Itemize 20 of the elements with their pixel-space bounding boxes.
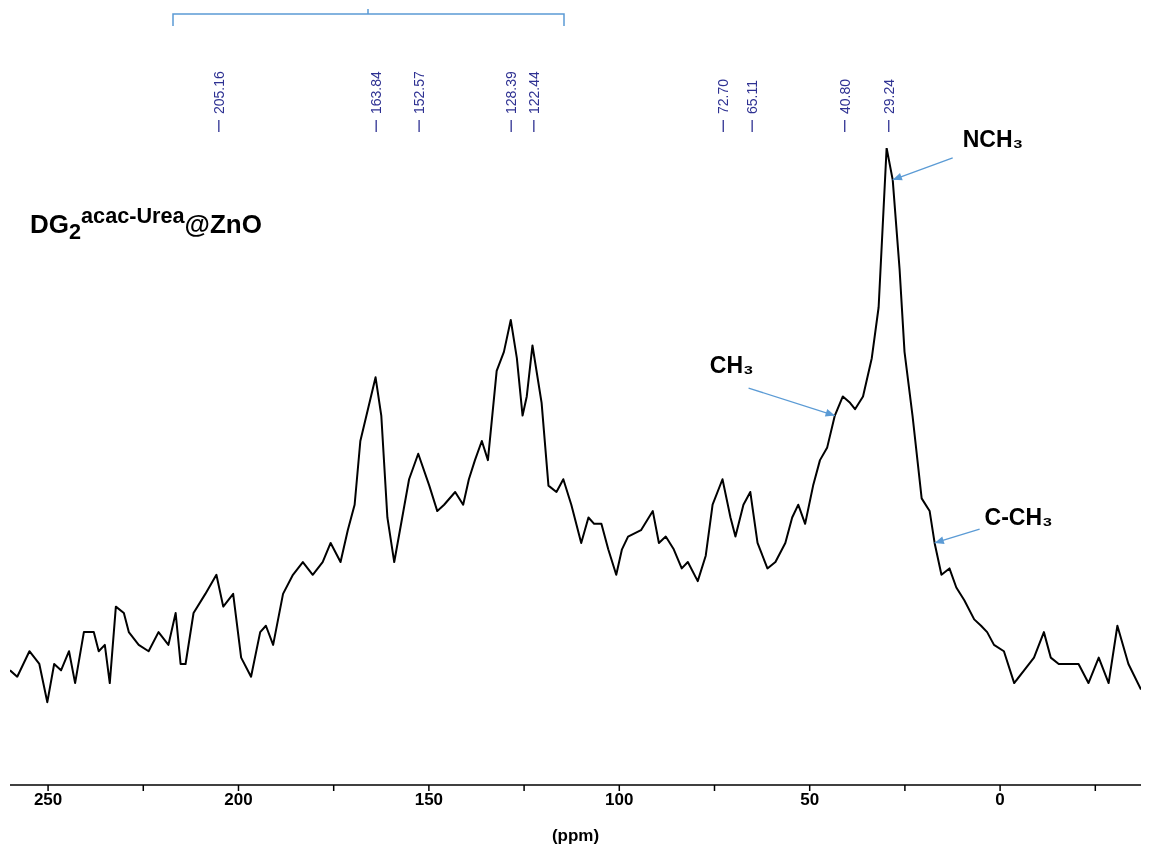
ref-line-label: 163.84: [367, 71, 386, 114]
x-tick-label: 50: [800, 790, 820, 810]
x-tick-label: 0: [995, 790, 1005, 810]
x-tick-label: 150: [414, 790, 444, 810]
x-tick-label: 250: [33, 790, 63, 810]
ref-line-label: 205.16: [209, 71, 228, 114]
x-tick-label: 100: [605, 790, 634, 810]
ref-line-label: 152.57: [410, 71, 429, 114]
ref-line-label: 72.70: [714, 78, 733, 114]
ref-line-label: 128.39: [502, 71, 521, 114]
x-tick-label: 200: [224, 790, 253, 810]
annotation: C-CH₃: [984, 503, 1053, 531]
x-axis-title: (ppm): [551, 826, 600, 845]
ref-line-label: 122.44: [524, 71, 543, 114]
ref-line-label: 65.11: [743, 80, 762, 114]
annotation: CH₃: [709, 351, 754, 379]
annotation: NCH₃: [962, 125, 1024, 153]
text: DG$_{2}$$^{acac-Urea}$@ZnO: [30, 203, 262, 245]
ref-line-label: 29.24: [879, 78, 898, 114]
ref-line-label: 40.80: [835, 78, 854, 114]
